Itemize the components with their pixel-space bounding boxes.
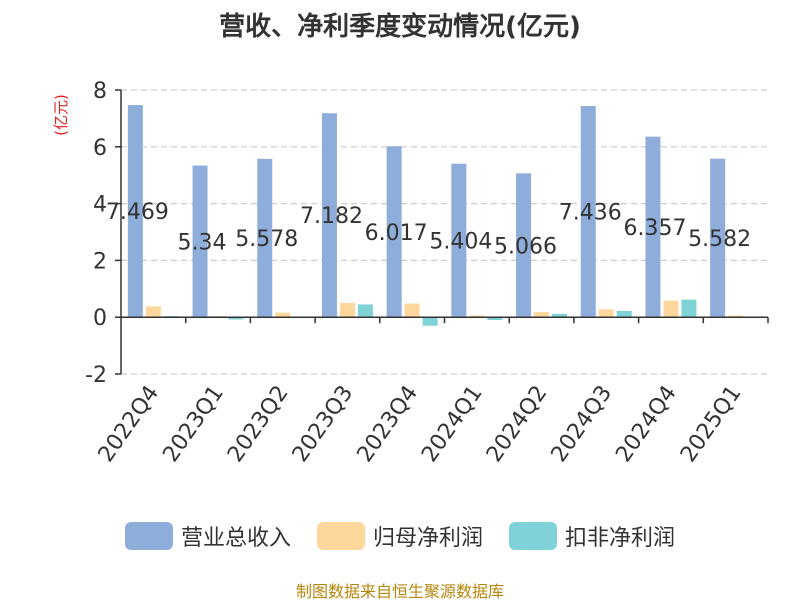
legend-swatch-revenue xyxy=(124,522,173,550)
bar-net-profit-2024Q1 xyxy=(469,315,485,318)
x-tick-label: 2023Q4 xyxy=(353,381,424,467)
data-label-revenue-2023Q1: 5.34 xyxy=(178,230,227,255)
bar-net-profit-2023Q2 xyxy=(275,312,291,318)
bar-net-profit-2024Q3 xyxy=(598,309,614,318)
grid-lines xyxy=(121,89,768,375)
bar-revenue-2024Q4 xyxy=(645,136,661,318)
x-tick-label: 2025Q1 xyxy=(676,381,747,467)
x-tick-label: 2024Q2 xyxy=(482,381,553,467)
y-tick-label: 6 xyxy=(93,136,107,161)
bar-revenue-2023Q3 xyxy=(321,113,337,318)
y-tick-label: 8 xyxy=(93,79,107,104)
bar-revenue-2024Q1 xyxy=(451,163,467,318)
y-axis-title: (亿元) xyxy=(52,94,70,136)
bar-deducted-profit-2023Q4 xyxy=(422,317,438,326)
bar-revenue-2022Q4 xyxy=(127,105,143,318)
y-tick-label: 4 xyxy=(93,193,107,218)
bar-revenue-2025Q1 xyxy=(710,158,726,318)
legend-item-deducted-profit[interactable]: 扣非净利润 xyxy=(509,520,675,552)
legend-swatch-deducted-profit xyxy=(509,522,557,550)
bar-deducted-profit-2023Q3 xyxy=(357,304,373,318)
bars xyxy=(127,105,762,326)
legend-item-net-profit[interactable]: 归母净利润 xyxy=(316,520,483,552)
bar-net-profit-2023Q4 xyxy=(404,303,420,318)
bar-deducted-profit-2023Q1 xyxy=(228,317,244,320)
x-tick-label: 2022Q4 xyxy=(94,381,165,467)
legend-label: 扣非净利润 xyxy=(565,526,676,551)
data-label-revenue-2025Q1: 5.582 xyxy=(688,227,751,252)
bar-net-profit-2022Q4 xyxy=(145,306,161,318)
data-label-revenue-2024Q3: 7.436 xyxy=(559,201,622,226)
y-tick-label: -2 xyxy=(85,363,107,388)
y-tick-label: 2 xyxy=(93,249,107,274)
data-label-revenue-2024Q4: 6.357 xyxy=(623,216,686,241)
source-note: 制图数据来自恒生聚源数据库 xyxy=(295,582,504,601)
bar-deducted-profit-2024Q2 xyxy=(552,313,568,318)
legend-swatch-net-profit xyxy=(316,522,365,550)
bar-revenue-2024Q3 xyxy=(580,106,596,318)
bar-net-profit-2024Q2 xyxy=(534,312,550,318)
data-label-revenue-2022Q4: 7.469 xyxy=(106,200,169,225)
data-label-revenue-2023Q2: 5.578 xyxy=(235,227,298,252)
bar-net-profit-2023Q3 xyxy=(339,303,355,318)
x-tick-label: 2023Q2 xyxy=(223,381,294,467)
bar-revenue-2023Q2 xyxy=(257,158,273,318)
legend-label: 营业总收入 xyxy=(180,526,291,551)
x-tick-label: 2023Q3 xyxy=(288,381,359,467)
bar-net-profit-2024Q4 xyxy=(663,300,679,318)
bar-revenue-2023Q4 xyxy=(386,146,402,318)
x-tick-label: 2024Q3 xyxy=(547,381,618,467)
chart-title: 营收、净利季度变动情况(亿元) xyxy=(219,12,581,42)
bar-deducted-profit-2024Q4 xyxy=(681,299,697,318)
legend: 营业总收入 归母净利润 扣非净利润 xyxy=(0,516,800,556)
bar-revenue-2024Q2 xyxy=(516,173,532,318)
axes: 86420-22022Q42023Q12023Q22023Q32023Q4202… xyxy=(85,79,769,467)
data-label-revenue-2024Q1: 5.404 xyxy=(429,229,492,254)
bar-revenue-2023Q1 xyxy=(192,165,208,318)
x-tick-label: 2024Q1 xyxy=(417,381,488,467)
x-tick-label: 2024Q4 xyxy=(611,381,682,467)
legend-item-revenue[interactable]: 营业总收入 xyxy=(124,520,291,552)
data-label-revenue-2023Q4: 6.017 xyxy=(365,221,428,246)
y-tick-label: 0 xyxy=(93,306,107,331)
legend-label: 归母净利润 xyxy=(372,526,483,551)
data-label-revenue-2024Q2: 5.066 xyxy=(494,234,557,259)
bar-deducted-profit-2024Q3 xyxy=(616,310,632,318)
x-tick-label: 2023Q1 xyxy=(158,381,229,467)
bar-deducted-profit-2024Q1 xyxy=(487,317,503,321)
data-label-revenue-2023Q3: 7.182 xyxy=(300,204,363,229)
bar-net-profit-2025Q1 xyxy=(728,315,744,318)
